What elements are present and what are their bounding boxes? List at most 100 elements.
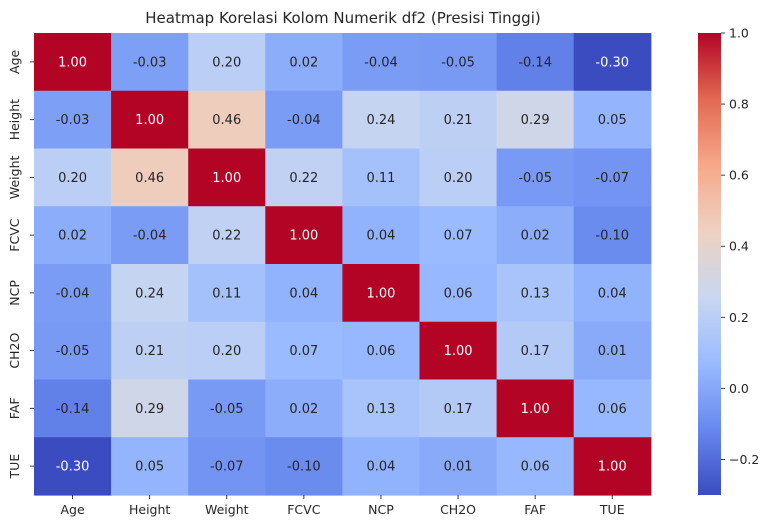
heatmap-cell [496, 437, 575, 496]
cell-value-label: 1.00 [598, 460, 627, 475]
cell-value-label: 1.00 [289, 229, 318, 244]
heatmap-cell [419, 90, 498, 150]
cell-value-label: 0.02 [58, 229, 87, 244]
cell-value-label: -0.04 [56, 286, 90, 301]
heatmap-cell [419, 437, 498, 496]
cell-value-label: 0.06 [521, 460, 550, 475]
heatmap-cell [111, 264, 189, 323]
heatmap-cell [34, 148, 112, 207]
cell-value-label: 0.02 [521, 229, 550, 244]
cell-value-label: 0.11 [212, 286, 241, 301]
heatmap-cell [111, 206, 189, 265]
x-tick-label: NCP [368, 502, 394, 517]
cell-value-label: 0.21 [444, 113, 473, 128]
heatmap-cell [419, 206, 498, 265]
y-tick-label: CH2O [7, 333, 22, 369]
cell-value-label: -0.04 [133, 229, 167, 244]
colorbar-tick-label: 0.8 [729, 97, 749, 112]
heatmap-cell [496, 33, 575, 92]
y-tick-label: TUE [7, 454, 22, 480]
heatmap-cell [419, 33, 498, 92]
cell-value-label: 0.11 [366, 171, 395, 186]
heatmap-cell [342, 90, 421, 150]
cell-value-label: -0.03 [133, 55, 167, 70]
cell-value-label: 1.00 [521, 402, 550, 417]
heatmap-cell [265, 90, 343, 150]
heatmap-cell [573, 33, 652, 92]
y-axis: Age Height Weight FCVC NCP CH2O FAF TUE [7, 49, 34, 479]
x-tick-label: TUE [599, 502, 625, 517]
heatmap-cell [188, 90, 266, 150]
cell-value-label: 0.24 [366, 113, 395, 128]
cell-value-label: 0.04 [598, 286, 627, 301]
heatmap-cell [342, 206, 421, 265]
cell-value-label: 0.06 [366, 344, 395, 359]
cell-value-label: 0.02 [289, 402, 318, 417]
heatmap-cell [34, 264, 112, 323]
cell-value-label: 0.06 [444, 286, 473, 301]
heatmap-cell [573, 264, 652, 323]
x-tick-label: CH2O [440, 502, 476, 517]
y-tick-label: NCP [7, 280, 22, 306]
heatmap-cell [111, 90, 189, 150]
cell-value-label: 0.20 [212, 344, 241, 359]
cell-value-label: 0.20 [58, 171, 87, 186]
heatmap-cell [34, 321, 112, 381]
x-axis: Age Height Weight FCVC NCP CH2O FAF TUE [60, 495, 625, 517]
heatmap-cell [188, 264, 266, 323]
cell-value-label: 0.46 [212, 113, 241, 128]
colorbar-tick-label: 0.2 [729, 310, 749, 325]
heatmap-cell [188, 148, 266, 207]
colorbar-tick-label: 0.0 [729, 381, 749, 396]
cell-value-label: 0.13 [366, 402, 395, 417]
cell-value-label: 0.05 [135, 460, 164, 475]
heatmap-cell [419, 321, 498, 381]
heatmap-cell [342, 33, 421, 92]
cell-value-label: 0.07 [444, 229, 473, 244]
heatmap-cell [342, 321, 421, 381]
heatmap-cell [265, 264, 343, 323]
cell-value-label: -0.04 [364, 55, 398, 70]
heatmap-cell [265, 148, 343, 207]
cell-value-label: 0.21 [135, 344, 164, 359]
cell-value-label: 0.20 [444, 171, 473, 186]
heatmap-cell [111, 379, 189, 438]
heatmap-cell [342, 437, 421, 496]
cell-value-label: -0.04 [287, 113, 321, 128]
heatmap-cell [265, 321, 343, 381]
colorbar-tick-label: 0.4 [729, 239, 749, 254]
colorbar-tick-label: 0.6 [729, 168, 749, 183]
colorbar-tick-label: −0.2 [729, 452, 759, 467]
cell-value-label: 0.29 [521, 113, 550, 128]
cell-value-label: 0.29 [135, 402, 164, 417]
cell-value-label: -0.05 [441, 55, 475, 70]
cell-value-label: 1.00 [58, 55, 87, 70]
heatmap-cell [573, 90, 652, 150]
heatmap-cell [419, 148, 498, 207]
heatmap-cell [496, 379, 575, 438]
heatmap-cell [342, 379, 421, 438]
heatmap-cell [573, 148, 652, 207]
cell-value-label: 0.22 [289, 171, 318, 186]
cell-value-label: -0.05 [518, 171, 552, 186]
y-tick-label: Height [7, 99, 22, 140]
cell-value-label: -0.14 [518, 55, 552, 70]
heatmap-cell [573, 379, 652, 438]
cell-value-label: -0.03 [56, 113, 90, 128]
heatmap-cell [188, 206, 266, 265]
cell-value-label: 0.17 [444, 402, 473, 417]
heatmap-cell [111, 321, 189, 381]
colorbar-gradient [698, 33, 721, 495]
heatmap-cell [111, 33, 189, 92]
cell-value-label: 0.13 [521, 286, 550, 301]
cell-value-label: 0.04 [366, 460, 395, 475]
heatmap-cell [573, 206, 652, 265]
heatmap-cell [111, 437, 189, 496]
cell-value-label: -0.14 [56, 402, 90, 417]
heatmap-cell [34, 33, 112, 92]
cell-value-label: 0.17 [521, 344, 550, 359]
heatmap-cell [496, 206, 575, 265]
colorbar: −0.2 0.0 0.2 0.4 0.6 0.8 1.0 [698, 26, 759, 495]
heatmap-cells [34, 33, 652, 496]
